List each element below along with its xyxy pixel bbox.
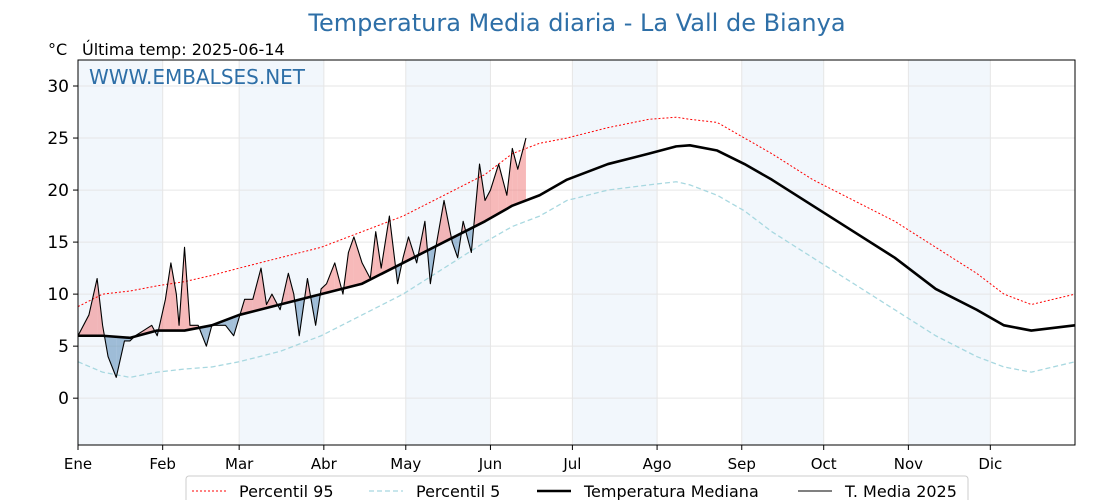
anomaly-fill-above <box>512 148 518 206</box>
legend-label-temperatura-mediana: Temperatura Mediana <box>583 482 759 500</box>
anomaly-fill-below <box>108 336 117 378</box>
anomaly-fill-above <box>165 262 171 331</box>
legend-box <box>185 475 969 500</box>
legend: Percentil 95 Percentil 5 Temperatura Med… <box>185 475 969 500</box>
x-tick-label-nov: Nov <box>894 455 923 473</box>
x-tick-label-ene: Ene <box>64 455 92 473</box>
month-band-nov <box>908 60 991 445</box>
anomaly-fill-above <box>244 299 253 314</box>
x-tick-label-may: May <box>390 455 421 473</box>
y-tick-label-10: 10 <box>47 285 69 305</box>
x-tick-label-dic: Dic <box>978 455 1002 473</box>
x-tick-label-jun: Jun <box>478 455 502 473</box>
y-tick-label-0: 0 <box>58 389 69 409</box>
x-tick-label-oct: Oct <box>811 455 837 473</box>
y-tick-label-25: 25 <box>47 129 69 149</box>
x-tick-label-abr: Abr <box>311 455 338 473</box>
month-band-ene <box>78 60 163 445</box>
anomaly-fill-above <box>484 190 491 222</box>
series-line-percentil-5 <box>77 181 1076 379</box>
watermark: WWW.EMBALSES.NET <box>89 65 306 89</box>
x-tick-label-jul: Jul <box>562 455 581 473</box>
anomaly-fill-above <box>479 164 485 225</box>
anomaly-fill-below <box>452 235 458 258</box>
x-tick-label-feb: Feb <box>149 455 176 473</box>
plot-frame <box>77 59 1076 446</box>
anomaly-fill-below <box>225 317 234 336</box>
anomaly-fill-above <box>326 262 335 293</box>
x-tick-label-sep: Sep <box>728 455 756 473</box>
last-temp-label: Última temp: 2025-06-14 <box>82 40 285 59</box>
unit-label: °C <box>48 40 67 59</box>
legend-label-percentil-5: Percentil 5 <box>416 482 500 500</box>
grid-lines <box>77 60 1075 445</box>
series-line-t-media-2025 <box>77 137 527 378</box>
y-tick-label-20: 20 <box>47 181 69 201</box>
anomaly-fill-above <box>170 262 177 331</box>
month-band-jul <box>572 60 658 445</box>
anomaly-fill-above <box>321 283 327 295</box>
x-tick-label-mar: Mar <box>225 455 254 473</box>
anomaly-fill-above <box>490 164 499 219</box>
anomaly-fill-above <box>362 262 371 284</box>
legend-label-t-media-2025: T. Media 2025 <box>844 482 957 500</box>
y-axis: 0 5 10 15 20 25 30 <box>47 77 78 409</box>
anomaly-fill-above <box>498 164 507 214</box>
y-tick-label-15: 15 <box>47 233 69 253</box>
x-axis: Ene Feb Mar Abr May Jun Jul Ago Sep Oct Nov Dic <box>64 445 1002 473</box>
anomaly-fill-above <box>353 236 363 286</box>
anomaly-fill-above <box>517 138 526 204</box>
series-lines <box>77 116 1076 379</box>
legend-label-percentil-95: Percentil 95 <box>239 482 334 500</box>
month-band-mar <box>239 60 324 445</box>
chart-title: Temperatura Media diaria - La Vall de Bi… <box>307 9 845 37</box>
anomaly-fill-above <box>88 278 98 336</box>
month-band-sep <box>741 60 824 445</box>
x-tick-label-ago: Ago <box>643 455 672 473</box>
month-shading <box>78 60 991 445</box>
y-tick-label-30: 30 <box>47 77 69 97</box>
y-tick-label-5: 5 <box>58 337 69 357</box>
anomaly-fill-above <box>252 268 262 312</box>
